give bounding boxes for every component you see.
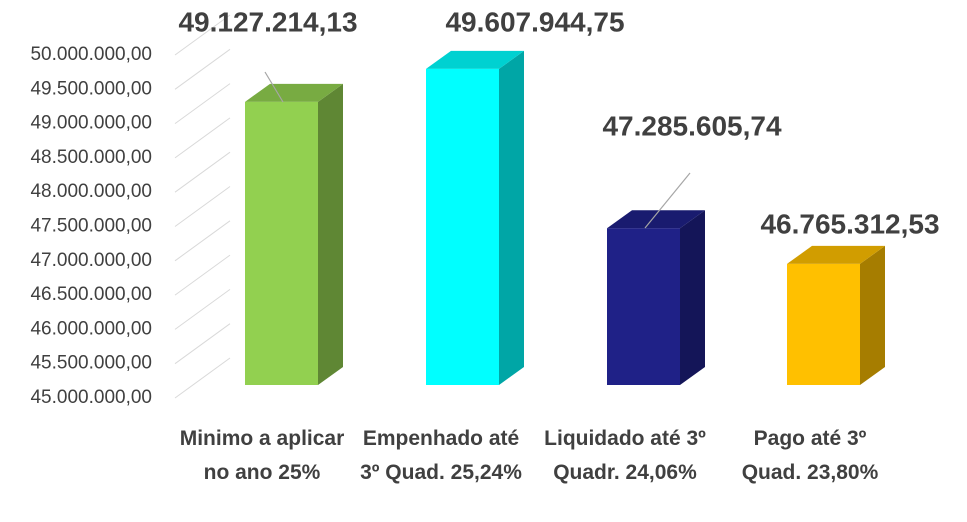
grid-line <box>174 186 231 227</box>
x-tick-label: Minimo a aplicar no ano 25% <box>179 427 345 484</box>
y-tick-label: 45.500.000,00 <box>30 353 152 374</box>
value-label: 47.285.605,74 <box>602 110 781 141</box>
bar-top <box>245 83 343 102</box>
y-tick-label: 48.000.000,00 <box>30 181 152 202</box>
grid-line <box>174 323 231 365</box>
bar <box>607 228 680 385</box>
grid-line <box>174 14 231 56</box>
y-tick-label: 46.500.000,00 <box>30 284 152 305</box>
bar <box>245 101 318 385</box>
grid-line <box>174 288 231 330</box>
bar-side <box>499 50 524 385</box>
bar-side <box>318 83 343 385</box>
grid-line <box>174 151 231 193</box>
value-label: 49.127.214,13 <box>178 6 357 37</box>
bar-side <box>680 210 705 385</box>
y-tick-label: 46.000.000,00 <box>30 318 152 339</box>
bar-top <box>607 210 705 229</box>
value-label: 49.607.944,75 <box>445 6 624 37</box>
bar-top <box>426 50 524 69</box>
x-tick-label: Pago até 3º Quad. 23,80% <box>741 427 879 484</box>
y-tick-label: 47.500.000,00 <box>30 216 152 237</box>
y-tick-label: 47.000.000,00 <box>30 250 152 271</box>
value-label: 46.765.312,53 <box>760 208 939 239</box>
bar-top <box>787 245 885 264</box>
y-tick-label: 49.500.000,00 <box>30 78 152 99</box>
grid-line <box>174 220 231 262</box>
grid-line <box>174 254 231 296</box>
grid-line <box>174 48 231 90</box>
leader-line <box>644 172 691 229</box>
x-tick-label: Empenhado até 3º Quad. 25,24% <box>360 427 522 484</box>
bar-side <box>860 245 885 385</box>
x-tick-label: Liquidado até 3º Quadr. 24,06% <box>544 427 706 484</box>
bar <box>426 68 499 385</box>
grid-line <box>174 117 231 159</box>
y-tick-label: 45.000.000,00 <box>30 387 152 408</box>
bar <box>787 263 860 385</box>
y-tick-label: 49.000.000,00 <box>30 113 152 134</box>
y-tick-label: 50.000.000,00 <box>30 44 152 65</box>
grid-line <box>174 357 231 399</box>
grid-line <box>174 83 231 125</box>
y-tick-label: 48.500.000,00 <box>30 147 152 168</box>
leader-line <box>264 71 284 103</box>
